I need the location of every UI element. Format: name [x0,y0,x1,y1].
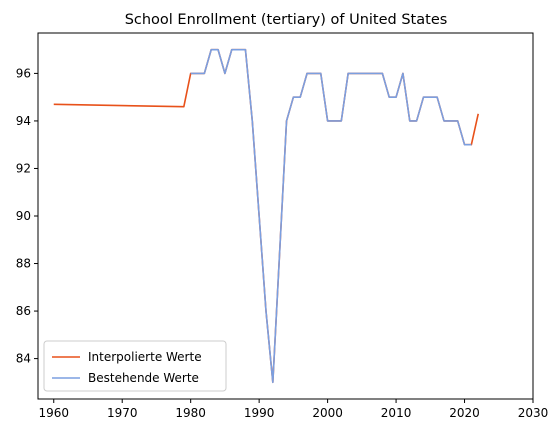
x-tick-label: 2030 [518,406,549,420]
x-tick-label: 1970 [107,406,138,420]
chart-title: School Enrollment (tertiary) of United S… [125,12,448,28]
legend: Interpolierte Werte Bestehende Werte [43,340,227,392]
y-tick-label: 92 [16,161,31,175]
x-tick-label: 2010 [381,406,412,420]
y-tick-label: 88 [16,257,31,271]
x-tick-label: 2020 [449,406,480,420]
y-tick-label: 94 [16,114,31,128]
x-axis: 1960 1970 1980 1990 2000 2010 2020 2030 [38,399,548,420]
series-layer [53,48,480,384]
y-tick-label: 90 [16,209,31,223]
y-tick-label: 96 [16,66,31,80]
plot-area [37,32,534,400]
x-tick-label: 2000 [312,406,343,420]
y-tick-label: 86 [16,304,31,318]
series-line-2 [190,48,472,384]
x-tick-label: 1980 [175,406,206,420]
y-axis: 84 86 88 90 92 94 96 [16,66,38,366]
legend-label-1: Interpolierte Werte [88,350,202,364]
plot-frame [37,32,534,400]
y-tick-label: 84 [16,352,31,366]
legend-box [43,340,227,392]
legend-label-2: Bestehende Werte [88,371,199,385]
x-tick-label: 1960 [38,406,69,420]
x-tick-label: 1990 [244,406,275,420]
